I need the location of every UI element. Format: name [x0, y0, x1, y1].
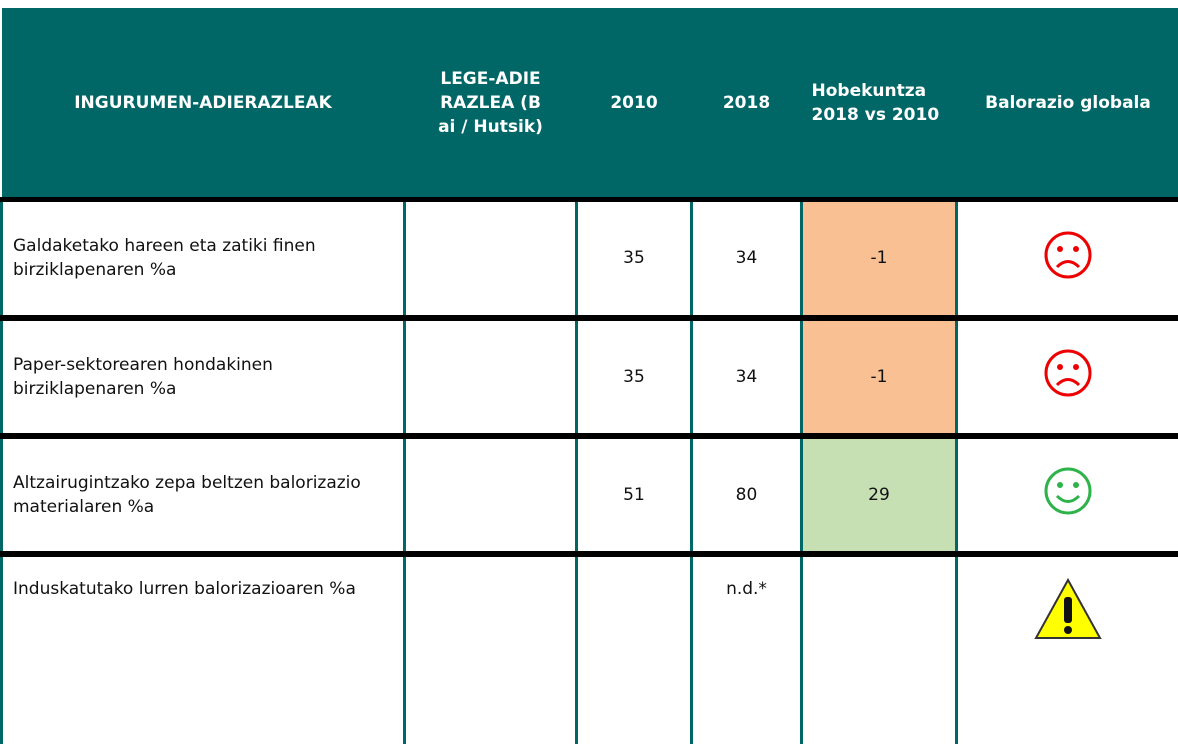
header-cell: Hobekuntza 2018 vs 2010 [802, 8, 957, 200]
indicator: Galdaketako hareen eta zatiki finen birz… [2, 200, 405, 318]
header-cell: 2010 [577, 8, 692, 200]
cell: n.d.* [692, 554, 802, 744]
header-cell: LEGE-ADIERAZLEA (Bai / Hutsik) [405, 8, 577, 200]
row: Paper-sektorearen hondakinen birziklapen… [2, 318, 1178, 436]
change: -1 [802, 318, 957, 436]
rating [957, 318, 1178, 436]
indicator: Paper-sektorearen hondakinen birziklapen… [2, 318, 405, 436]
cell [405, 318, 577, 436]
cell: 51 [577, 436, 692, 554]
header-cell: Balorazio globala [957, 8, 1178, 200]
cell [405, 436, 577, 554]
cell: 80 [692, 436, 802, 554]
cell: 35 [577, 200, 692, 318]
indicator-table: INGURUMEN-ADIERAZLEAK LEGE-ADIERAZLEA (B… [0, 8, 1178, 744]
change: 29 [802, 436, 957, 554]
sad-face [1042, 347, 1094, 399]
cell [577, 554, 692, 744]
rating [957, 200, 1178, 318]
cell: 35 [577, 318, 692, 436]
cell [802, 554, 957, 744]
cell: 34 [692, 200, 802, 318]
cell [405, 554, 577, 744]
header-cell: 2018 [692, 8, 802, 200]
indicator: Altzairugintzako zepa beltzen balorizazi… [2, 436, 405, 554]
rating [957, 436, 1178, 554]
row: Galdaketako hareen eta zatiki finen birz… [2, 200, 1178, 318]
header-row: INGURUMEN-ADIERAZLEAK LEGE-ADIERAZLEA (B… [2, 8, 1178, 200]
sad-face [1042, 229, 1094, 281]
cell [405, 200, 577, 318]
change: -1 [802, 200, 957, 318]
indicator: Induskatutako lurren balorizazioaren %a [2, 554, 405, 744]
warning-icon [1033, 577, 1103, 641]
row: Altzairugintzako zepa beltzen balorizazi… [2, 436, 1178, 554]
rating [957, 554, 1178, 744]
happy-face [1042, 465, 1094, 517]
row: Induskatutako lurren balorizazioaren %a … [2, 554, 1178, 744]
cell: 34 [692, 318, 802, 436]
header-cell: INGURUMEN-ADIERAZLEAK [2, 8, 405, 200]
